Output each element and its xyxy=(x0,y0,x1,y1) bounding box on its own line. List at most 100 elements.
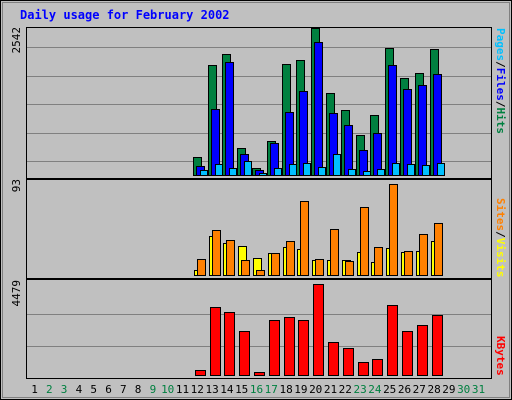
day-label-28: 28 xyxy=(427,383,440,396)
bar-kbytes-day-26 xyxy=(402,331,413,376)
bar-kbytes-day-22 xyxy=(343,348,354,376)
bar-files-day-27 xyxy=(418,85,427,176)
legend-files: Files xyxy=(494,68,507,101)
panel-top-grid xyxy=(27,47,491,162)
bar-kbytes-day-19 xyxy=(298,320,309,376)
bar-kbytes-day-14 xyxy=(224,312,235,376)
bar-pages-day-16 xyxy=(259,173,267,176)
day-label-21: 21 xyxy=(324,383,337,396)
bar-kbytes-day-16 xyxy=(254,372,265,376)
bar-kbytes-day-12 xyxy=(195,370,206,376)
day-label-22: 22 xyxy=(339,383,352,396)
x-axis-day-labels: 1 2 3 4 5 6 7 8 9 10 11 12 13 14 15 16 17 18 19 20 21 22 23 24 2… xyxy=(31,383,485,396)
bar-sites-day-27 xyxy=(419,234,428,276)
bar-sites-day-24 xyxy=(374,247,383,276)
day-label-10: 10 xyxy=(161,383,174,396)
bar-kbytes-day-15 xyxy=(239,331,250,376)
panel-mid-bars xyxy=(194,184,443,276)
max-label-bottom: 4479 xyxy=(10,280,23,307)
bar-kbytes-day-25 xyxy=(387,305,398,376)
bar-pages-day-27 xyxy=(422,165,430,176)
panel-bottom-bars xyxy=(195,284,443,376)
bar-pages-day-23 xyxy=(363,171,371,176)
bar-kbytes-day-13 xyxy=(210,307,221,376)
legend-sep-1: / xyxy=(494,61,507,68)
day-label-18: 18 xyxy=(279,383,292,396)
day-label-31: 31 xyxy=(472,383,485,396)
bar-sites-day-28 xyxy=(434,223,443,276)
bar-sites-day-17 xyxy=(271,253,280,276)
max-label-mid: 93 xyxy=(10,179,23,192)
bar-pages-day-18 xyxy=(289,164,297,176)
day-label-19: 19 xyxy=(294,383,307,396)
day-label-4: 4 xyxy=(76,383,83,396)
day-label-29: 29 xyxy=(442,383,455,396)
day-label-24: 24 xyxy=(368,383,382,396)
panel-top: 2542 Pages/Files/Hits xyxy=(10,27,507,179)
day-label-27: 27 xyxy=(413,383,426,396)
legend-visits: Visits xyxy=(494,238,507,278)
panel-mid: 93 Sites/Visits xyxy=(10,179,507,279)
bar-pages-day-24 xyxy=(377,169,385,176)
day-label-16: 16 xyxy=(250,383,263,396)
day-label-13: 13 xyxy=(205,383,218,396)
day-label-14: 14 xyxy=(220,383,234,396)
max-label-top: 2542 xyxy=(10,27,23,54)
bar-files-day-28 xyxy=(433,74,442,176)
bar-sites-day-19 xyxy=(300,201,309,276)
day-label-8: 8 xyxy=(135,383,142,396)
panel-bottom-frame xyxy=(26,279,492,379)
bar-kbytes-day-21 xyxy=(328,342,339,376)
bar-kbytes-day-27 xyxy=(417,325,428,376)
bar-files-day-22 xyxy=(344,125,353,176)
bar-kbytes-day-20 xyxy=(313,284,324,376)
panel-top-frame xyxy=(26,27,492,179)
panel-bottom: 4479 KBytes xyxy=(10,279,507,379)
day-label-6: 6 xyxy=(105,383,112,396)
day-label-23: 23 xyxy=(353,383,366,396)
bar-sites-day-23 xyxy=(360,207,369,276)
bar-sites-day-21 xyxy=(330,229,339,276)
day-label-7: 7 xyxy=(120,383,127,396)
legend-hits: Hits xyxy=(494,108,507,135)
bar-pages-day-14 xyxy=(229,168,237,176)
bar-files-day-14 xyxy=(225,62,234,176)
legend-sites: Sites xyxy=(494,198,507,231)
bar-pages-day-25 xyxy=(392,163,400,176)
bar-pages-day-17 xyxy=(274,168,282,176)
legend-pages: Pages xyxy=(494,28,507,61)
day-label-20: 20 xyxy=(309,383,322,396)
bar-sites-day-12 xyxy=(197,259,206,276)
day-label-25: 25 xyxy=(383,383,396,396)
day-label-30: 30 xyxy=(457,383,470,396)
bar-kbytes-day-18 xyxy=(284,317,295,376)
bar-sites-day-26 xyxy=(404,251,413,276)
bar-kbytes-day-17 xyxy=(269,320,280,376)
bar-kbytes-day-23 xyxy=(358,362,369,376)
day-label-11: 11 xyxy=(176,383,189,396)
bar-files-day-26 xyxy=(403,89,412,176)
bar-pages-day-15 xyxy=(244,161,252,176)
day-label-5: 5 xyxy=(90,383,97,396)
legend-top: Pages/Files/Hits xyxy=(494,28,507,134)
bar-files-day-19 xyxy=(299,91,308,176)
day-label-12: 12 xyxy=(191,383,204,396)
bar-kbytes-day-24 xyxy=(372,359,383,376)
bar-pages-day-20 xyxy=(318,167,326,176)
panel-top-bars xyxy=(193,28,445,176)
day-label-1: 1 xyxy=(31,383,38,396)
bar-sites-day-22 xyxy=(345,261,354,276)
legend-mid: Sites/Visits xyxy=(494,198,507,278)
bar-pages-day-13 xyxy=(215,164,223,176)
bar-files-day-20 xyxy=(314,42,323,176)
bar-sites-day-20 xyxy=(315,259,324,276)
legend-kbytes: KBytes xyxy=(494,336,507,376)
day-label-2: 2 xyxy=(46,383,53,396)
day-label-9: 9 xyxy=(150,383,157,396)
bar-sites-day-14 xyxy=(226,240,235,276)
bar-pages-day-21 xyxy=(333,154,341,176)
bar-sites-day-16 xyxy=(256,270,265,276)
bar-sites-day-18 xyxy=(286,241,295,276)
